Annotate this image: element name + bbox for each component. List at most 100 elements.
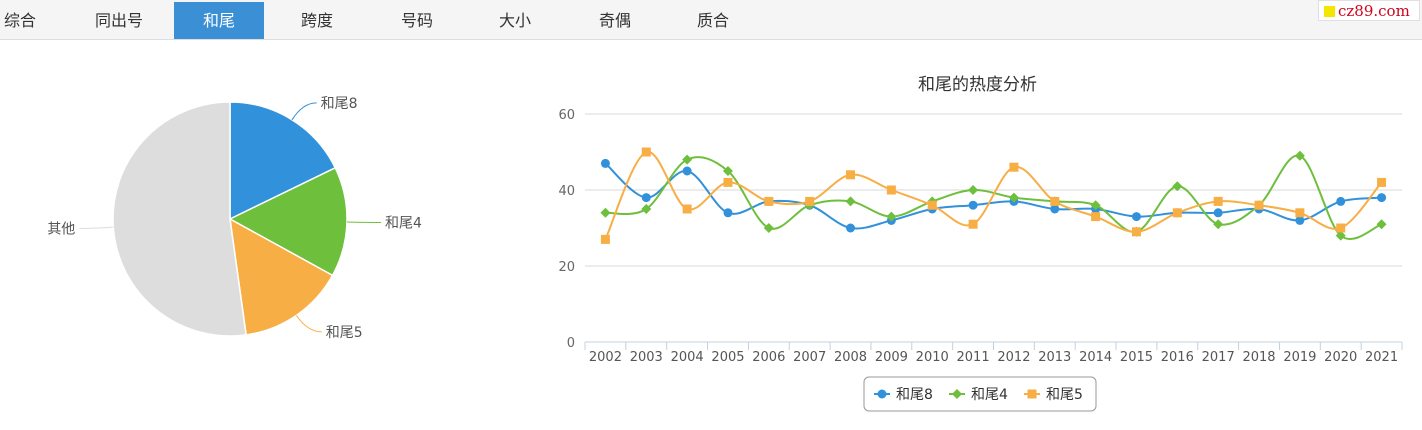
brand-square-icon [1324, 6, 1335, 17]
series-2-point-7[interactable] [886, 185, 896, 195]
series-2-point-4[interactable] [764, 196, 774, 206]
legend: 和尾8 和尾4 和尾5 [863, 376, 1097, 412]
series-1-point-4[interactable] [763, 223, 774, 233]
x-tick-label-17: 2019 [1283, 350, 1316, 365]
pie-slices [112, 101, 348, 337]
series-1-point-1[interactable] [641, 204, 652, 214]
x-tick-label-8: 2010 [916, 350, 949, 365]
y-tick-label-1: 20 [558, 260, 575, 275]
series-0-point-15[interactable] [1213, 208, 1223, 218]
series-2-point-10[interactable] [1009, 162, 1019, 172]
series-2-point-2[interactable] [682, 204, 692, 214]
x-tick-label-7: 2009 [875, 350, 908, 365]
tab-kuadu[interactable]: 跨度 [301, 11, 334, 30]
pie-label-line-3 [79, 226, 114, 229]
series-2-point-1[interactable] [641, 147, 651, 157]
series-1-point-2[interactable] [682, 154, 693, 165]
legend-item-0[interactable]: 和尾8 [874, 387, 933, 403]
tab-jiou[interactable]: 奇偶 [599, 11, 632, 30]
x-tick-label-14: 2016 [1161, 350, 1194, 365]
x-tick-label-2: 2004 [671, 350, 704, 365]
x-tick-label-12: 2014 [1079, 350, 1112, 365]
series-1-point-6[interactable] [845, 196, 856, 207]
pie-slice-1[interactable] [228, 166, 348, 277]
series-0-point-0[interactable] [600, 158, 610, 168]
series-1-point-19[interactable] [1376, 219, 1387, 230]
tab-zhihe[interactable]: 质合 [697, 11, 730, 30]
series-2-point-6[interactable] [846, 170, 856, 180]
series-0-point-2[interactable] [682, 166, 692, 176]
legend-item-2[interactable]: 和尾5 [1024, 387, 1083, 403]
x-tick-label-19: 2021 [1365, 350, 1398, 365]
series-2-point-8[interactable] [927, 200, 937, 210]
series-2-point-5[interactable] [805, 196, 815, 206]
tab-daxiao[interactable]: 大小 [499, 11, 532, 30]
series-2-point-15[interactable] [1213, 196, 1223, 206]
series-1-point-14[interactable] [1172, 181, 1183, 192]
y-tick-label-0: 0 [567, 336, 575, 351]
series-1-point-15[interactable] [1213, 219, 1224, 230]
series-0-point-19[interactable] [1377, 193, 1387, 203]
series-2-point-12[interactable] [1091, 212, 1101, 222]
series-2-point-17[interactable] [1295, 208, 1305, 218]
series-2-point-13[interactable] [1131, 227, 1141, 237]
y-tick-label-2: 40 [558, 184, 575, 199]
series-1-point-12[interactable] [1090, 200, 1101, 211]
series-0-point-9[interactable] [968, 200, 978, 210]
x-tick-label-3: 2005 [711, 350, 744, 365]
series-2-point-3[interactable] [723, 177, 733, 187]
series-1-point-9[interactable] [968, 185, 979, 195]
pie-label-line-2 [295, 315, 322, 333]
series-2-point-18[interactable] [1336, 223, 1346, 233]
series-1-point-3[interactable] [722, 166, 733, 176]
legend-item-1[interactable]: 和尾4 [949, 387, 1008, 403]
legend-label-1: 和尾4 [971, 387, 1008, 403]
series-2-point-9[interactable] [968, 219, 978, 229]
series-2-point-19[interactable] [1377, 177, 1387, 187]
series-0-point-17[interactable] [1295, 215, 1305, 225]
series-0-point-18[interactable] [1336, 196, 1346, 206]
tab-zonghe[interactable]: 综合 [4, 11, 37, 30]
pie-chart: 和尾8 和尾4 和尾5 其他 [47, 96, 422, 341]
tab-tongchuhao[interactable]: 同出号 [95, 11, 144, 30]
x-tick-label-1: 2003 [630, 350, 663, 365]
series-1-point-7[interactable] [886, 211, 897, 222]
pie-label-1: 和尾4 [385, 215, 422, 231]
series-2-point-16[interactable] [1254, 200, 1264, 210]
series-line-2 [604, 150, 1383, 240]
pie-slice-0[interactable] [229, 101, 337, 221]
series-1-point-18[interactable] [1335, 230, 1346, 241]
pie-slice-2[interactable] [229, 217, 334, 336]
x-tick-label-5: 2007 [793, 350, 826, 365]
series-1-point-17[interactable] [1294, 150, 1305, 161]
series-1-point-10[interactable] [1008, 192, 1019, 203]
legend-box [863, 376, 1097, 412]
legend-marker-0[interactable] [877, 389, 887, 399]
pie-label-line-1 [346, 221, 381, 223]
tab-bar: 综合 同出号 和尾 跨度 号码 大小 奇偶 质合 [0, 0, 1422, 40]
series-0-point-6[interactable] [846, 223, 856, 233]
series-0-point-13[interactable] [1131, 212, 1141, 222]
x-axis: 2002 2003 2004 2005 2006 2007 2008 2009 2010 2011… [584, 342, 1403, 365]
series-2-point-11[interactable] [1050, 196, 1060, 206]
x-tick-label-10: 2012 [997, 350, 1030, 365]
legend-marker-2[interactable] [1027, 389, 1037, 399]
pie-label-3: 其他 [47, 221, 75, 237]
series-0-point-11[interactable] [1050, 204, 1060, 214]
line-chart-title: 和尾的热度分析 [918, 75, 1037, 95]
x-tick-label-11: 2013 [1038, 350, 1071, 365]
x-tick-label-6: 2008 [834, 350, 867, 365]
pie-slice-3[interactable] [112, 101, 247, 337]
series-0-point-3[interactable] [723, 208, 733, 218]
series-2-point-14[interactable] [1172, 208, 1182, 218]
series-2-point-0[interactable] [600, 234, 610, 244]
series-1-point-0[interactable] [600, 207, 611, 218]
x-tick-label-15: 2017 [1202, 350, 1235, 365]
pie-label-0: 和尾8 [321, 96, 358, 112]
tab-haoma[interactable]: 号码 [401, 11, 434, 30]
legend-marker-1[interactable] [952, 389, 962, 399]
series-0-point-1[interactable] [641, 193, 651, 203]
tab-hewei[interactable]: 和尾 [174, 2, 264, 39]
brand-logo[interactable]: cz89.com [1318, 0, 1420, 21]
